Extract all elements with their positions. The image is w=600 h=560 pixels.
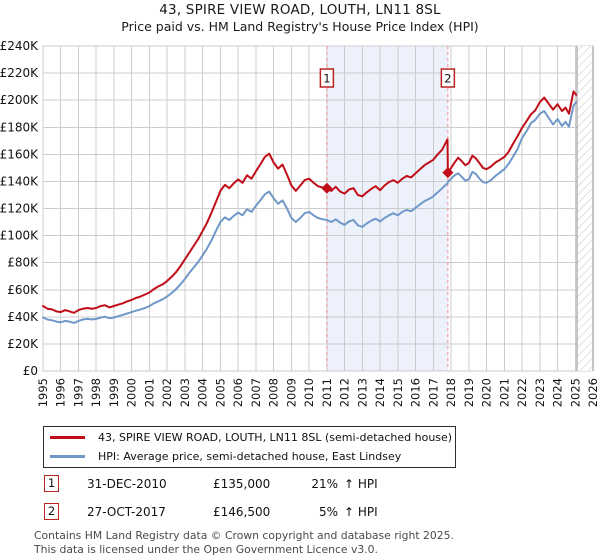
- x-tick-label: 2018: [444, 378, 458, 407]
- x-tick-label: 2022: [515, 378, 529, 407]
- license-footer: Contains HM Land Registry data © Crown c…: [34, 529, 454, 557]
- sale-2-marker-diamond: [442, 167, 454, 179]
- sale-1-flag-number: 1: [323, 72, 330, 86]
- legend-row-property: 43, SPIRE VIEW ROAD, LOUTH, LN11 8SL (se…: [50, 430, 455, 445]
- x-tick-label: 2024: [551, 378, 565, 407]
- x-tick-label: 2011: [320, 378, 334, 407]
- chart-title: 43, SPIRE VIEW ROAD, LOUTH, LN11 8SL: [159, 2, 441, 18]
- legend-row-hpi: HPI: Average price, semi-detached house,…: [50, 449, 455, 464]
- x-tick-label: 2005: [213, 378, 227, 407]
- x-axis-labels: 1995 1996 1997 1998 1999 2000 2001 2002 2003 2004…: [36, 378, 600, 407]
- x-tick-label: 2019: [462, 378, 476, 407]
- x-tick-label: 2006: [231, 378, 245, 407]
- y-tick-label: £80K: [7, 256, 39, 270]
- y-tick-label: £0: [23, 364, 38, 378]
- sale-1-number-badge: 1: [44, 475, 59, 492]
- y-tick-label: £200K: [0, 93, 39, 107]
- sale-2-hpi-suffix: ↑ HPI: [344, 505, 378, 519]
- y-tick-label: £20K: [7, 337, 39, 351]
- sale-2-flag-number: 2: [444, 72, 451, 86]
- x-tick-label: 1999: [107, 378, 121, 407]
- x-tick-label: 2013: [355, 378, 369, 407]
- legend-label-hpi: HPI: Average price, semi-detached house,…: [98, 450, 402, 463]
- x-tick-label: 2009: [284, 378, 298, 407]
- x-tick-label: 1997: [71, 378, 85, 407]
- x-tick-label: 2021: [497, 378, 511, 407]
- x-tick-label: 2000: [125, 378, 139, 407]
- x-tick-label: 2007: [249, 378, 263, 407]
- y-axis-labels: £0 £20K £40K £60K £80K £100K £120K £140K £160K £1…: [0, 39, 39, 378]
- x-tick-label: 1995: [36, 378, 50, 407]
- x-tick-label: 1996: [54, 378, 68, 407]
- x-tick-label: 2015: [391, 378, 405, 407]
- y-tick-label: £160K: [0, 147, 39, 161]
- x-tick-label: 2002: [160, 378, 174, 407]
- price-history-plot: £0 £20K £40K £60K £80K £100K £120K £140K £160K £1…: [0, 39, 600, 407]
- sale-1-flag-box: [319, 68, 335, 88]
- x-tick-label: 2016: [409, 378, 423, 407]
- sale-2-number-badge: 2: [44, 503, 59, 520]
- x-tick-label: 2004: [196, 378, 210, 407]
- x-tick-label: 2025: [568, 378, 582, 407]
- grid-lines: [42, 45, 594, 372]
- chart-legend: 43, SPIRE VIEW ROAD, LOUTH, LN11 8SL (se…: [43, 426, 456, 468]
- x-tick-label: 2020: [480, 378, 494, 407]
- sale-2-hpi-percent: 5%: [318, 505, 338, 519]
- sale-2-flag-box: [440, 68, 456, 88]
- y-tick-label: £120K: [0, 202, 39, 216]
- property-price-line: [42, 90, 578, 314]
- x-tick-label: 1998: [89, 378, 103, 407]
- x-tick-label: 2026: [586, 378, 600, 407]
- legend-label-property: 43, SPIRE VIEW ROAD, LOUTH, LN11 8SL (se…: [98, 431, 453, 444]
- y-tick-label: £220K: [0, 66, 39, 80]
- x-tick-label: 2012: [338, 378, 352, 407]
- x-tick-label: 2023: [533, 378, 547, 407]
- x-tick-label: 2008: [267, 378, 281, 407]
- hpi-line-swatch: [50, 455, 85, 458]
- y-tick-label: £240K: [0, 39, 39, 53]
- sale-2-price: £146,500: [213, 505, 271, 519]
- y-tick-label: £100K: [0, 229, 39, 243]
- sale-2-date: 27-OCT-2017: [87, 505, 166, 519]
- sale-1-date: 31-DEC-2010: [87, 477, 167, 491]
- property-line-swatch: [50, 436, 85, 439]
- y-tick-label: £40K: [7, 310, 39, 324]
- x-tick-label: 2001: [142, 378, 156, 407]
- sale-1-marker-diamond: [321, 182, 333, 194]
- license-footer-line2: This data is licensed under the Open Gov…: [34, 543, 378, 557]
- hpi-line: [42, 101, 578, 324]
- sale-1-hpi-percent: 21%: [311, 477, 338, 491]
- y-tick-label: £140K: [0, 174, 39, 188]
- sale-1-price: £135,000: [213, 477, 271, 491]
- y-tick-label: £180K: [0, 120, 39, 134]
- x-tick-label: 2014: [373, 378, 387, 407]
- x-tick-label: 2010: [302, 378, 316, 407]
- future-hatched-region: [577, 46, 593, 371]
- x-tick-label: 2003: [178, 378, 192, 407]
- x-tick-label: 2017: [426, 378, 440, 407]
- chart-subtitle: Price paid vs. HM Land Registry's House …: [121, 19, 479, 34]
- sale-1-hpi-suffix: ↑ HPI: [344, 477, 378, 491]
- y-tick-label: £60K: [7, 283, 39, 297]
- license-footer-line1: Contains HM Land Registry data © Crown c…: [34, 529, 454, 542]
